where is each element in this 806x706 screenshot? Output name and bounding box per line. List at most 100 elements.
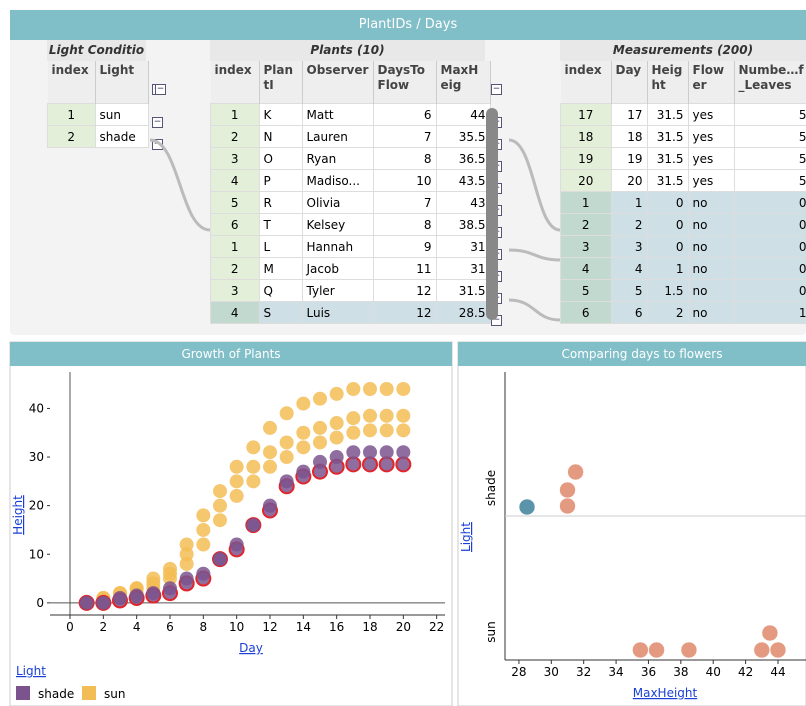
table-row[interactable]: 5 R Olivia 7 43 (210, 191, 491, 214)
table-cell: no (687, 301, 735, 324)
table-row[interactable]: 4 P Madiso... 10 43.5 (210, 169, 491, 192)
table-cell: 38.5 (435, 213, 491, 236)
data-point (363, 382, 377, 397)
legend-label: sun (104, 687, 125, 701)
table-cell: sun (94, 103, 149, 126)
data-point (112, 592, 128, 609)
table-row[interactable]: 5 5 1.5 no 0 (560, 279, 806, 302)
header-row: index Light (47, 61, 149, 104)
table-row[interactable]: 4 4 1 no 0 (560, 257, 806, 280)
data-point (379, 408, 394, 423)
table-cell: 12 (372, 279, 437, 302)
data-point (163, 566, 177, 581)
table-cell: 2 (646, 301, 689, 324)
table-cell: Matt (301, 103, 374, 126)
data-point (96, 595, 111, 610)
table-cell: K (258, 103, 303, 126)
table-cell: 7 (372, 125, 437, 148)
data-point (179, 547, 194, 562)
table-row[interactable]: 2 N Lauren 7 35.5 (210, 125, 491, 148)
column-header[interactable]: index (47, 61, 96, 104)
collapse-button[interactable]: − (155, 84, 166, 95)
data-point (313, 420, 327, 435)
table-row[interactable]: 20 20 31.5 yes 5 (560, 169, 806, 192)
data-point (246, 459, 261, 474)
table-row[interactable]: 18 18 31.5 yes 5 (560, 125, 806, 148)
table-row[interactable]: 2 2 0 no 0 (560, 213, 806, 236)
table-cell: 11 (372, 257, 437, 280)
x-tick-label: 12 (262, 620, 277, 634)
table-cell: yes (687, 125, 735, 148)
table-row[interactable]: 19 19 31.5 yes 5 (560, 147, 806, 170)
data-point (396, 445, 411, 460)
collapse-button[interactable]: − (152, 139, 163, 150)
column-header[interactable]: Flower (688, 61, 735, 104)
y-tick-label: 10 (29, 547, 44, 561)
table-row[interactable]: 6 T Kelsey 8 38.5 (210, 213, 491, 236)
y-axis-label[interactable]: Light (459, 522, 473, 552)
data-point (379, 382, 394, 397)
table-row[interactable]: 3 Q Tyler 12 31.5 (210, 279, 491, 302)
table-row[interactable]: 1 L Hannah 9 31 (210, 235, 491, 258)
table-cell: 10 (372, 169, 437, 192)
table-cell: S (258, 301, 303, 324)
y-axis-label[interactable]: Height (11, 495, 25, 535)
table-cell: 1 (47, 103, 96, 126)
table: Plants (10) index PlantI Observer DaysToFlow… (210, 40, 491, 324)
table-cell: 43.5 (435, 169, 491, 192)
x-tick-label: 6 (166, 620, 174, 634)
legend-label: shade (38, 687, 74, 701)
data-point (196, 508, 211, 523)
legend-swatch (16, 686, 30, 700)
data-point (379, 445, 394, 460)
column-header[interactable]: MaxHeig (436, 61, 491, 104)
data-point (229, 474, 244, 489)
data-point (129, 581, 144, 596)
table-cell: 31 (435, 235, 491, 258)
table-cell: Lauren (301, 125, 374, 148)
data-point (229, 459, 244, 474)
column-header[interactable]: Light (95, 61, 149, 104)
column-header[interactable]: Day (611, 61, 648, 104)
column-header[interactable]: index (210, 61, 260, 104)
table-row[interactable]: 2 M Jacob 11 31 (210, 257, 491, 280)
column-header[interactable]: Numbe…f_Leaves (734, 61, 806, 104)
x-tick-label: 38 (673, 665, 688, 679)
data-point (296, 464, 311, 479)
column-header[interactable]: PlantI (259, 61, 303, 104)
table-row[interactable]: 1 K Matt 6 44 (210, 103, 491, 126)
x-axis-label[interactable]: Day (239, 641, 263, 655)
collapse-button[interactable]: − (491, 84, 502, 95)
table-row[interactable]: 17 17 31.5 yes 5 (560, 103, 806, 126)
column-header[interactable]: DaysToFlow (373, 61, 437, 104)
data-point (178, 575, 195, 592)
x-axis-label[interactable]: MaxHeight (633, 686, 698, 700)
column-header[interactable]: Height (647, 61, 689, 104)
data-point (395, 456, 412, 473)
table-row[interactable]: 6 6 2 no 1 (560, 301, 806, 324)
y-tick-label: 20 (29, 499, 44, 513)
data-point (128, 589, 145, 606)
header-row: index Day Height Flower Numbe…f_Leaves (560, 61, 806, 104)
data-point (346, 425, 361, 440)
table-cell: N (258, 125, 303, 148)
table-cell: L (258, 235, 303, 258)
collapse-button[interactable]: − (152, 117, 163, 128)
table-row[interactable]: 1 1 0 no 0 (560, 191, 806, 214)
column-header[interactable]: Observer (302, 61, 374, 104)
legend-title[interactable]: Light (16, 664, 46, 678)
table-row[interactable]: 3 3 0 no 0 (560, 235, 806, 258)
column-header[interactable]: index (560, 61, 612, 104)
table-row[interactable]: 1 sun (47, 103, 149, 126)
table-row[interactable]: 3 O Ryan 8 36.5 (210, 147, 491, 170)
data-point (295, 468, 312, 485)
table-cell: 8 (372, 147, 437, 170)
x-tick-label: 16 (329, 620, 344, 634)
table-cell: 8 (372, 213, 437, 236)
table-row[interactable]: 2 shade (47, 125, 149, 148)
table-cell: yes (687, 147, 735, 170)
x-tick-label: 42 (738, 665, 753, 679)
table-row[interactable]: 4 S Luis 12 28.5 (210, 301, 491, 324)
table-cell: 2 (210, 125, 260, 148)
data-point (145, 587, 162, 604)
